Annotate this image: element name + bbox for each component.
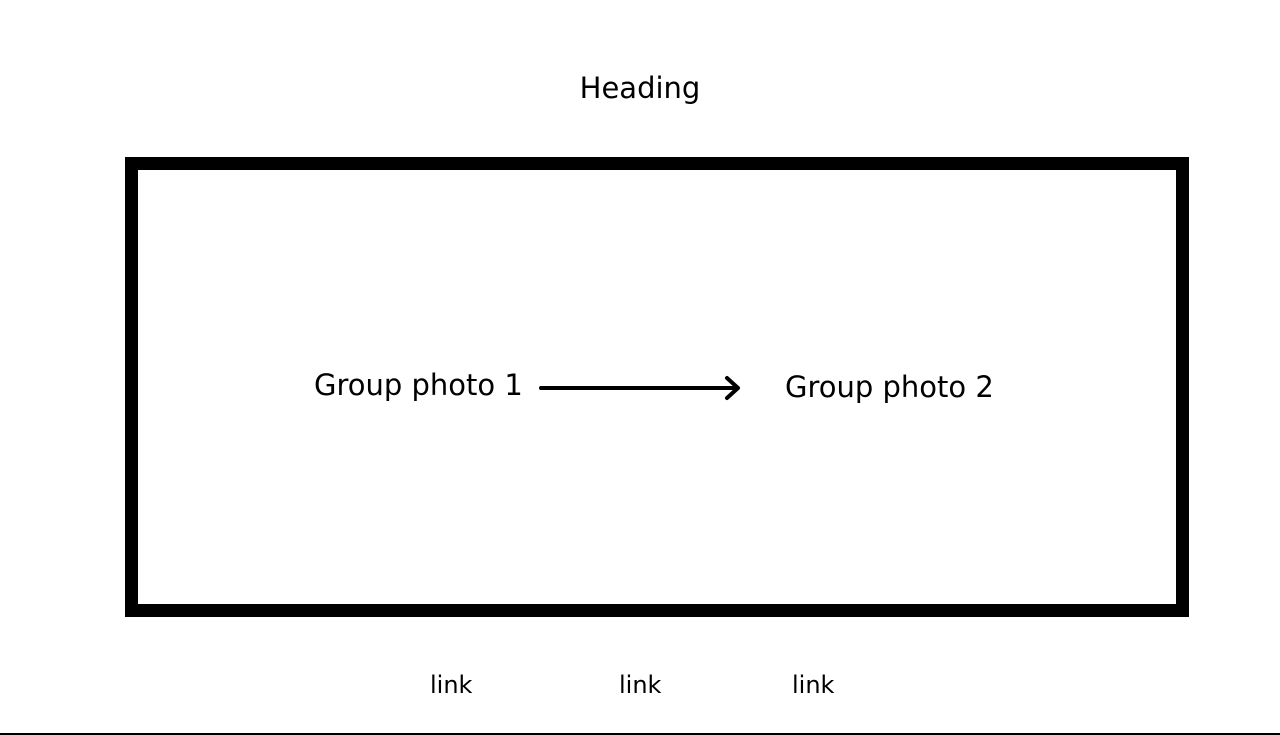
footer-links: link link link (0, 668, 1280, 702)
group-photo-1-label: Group photo 1 (314, 368, 523, 402)
footer-link-1[interactable]: link (430, 671, 473, 699)
group-photo-carousel: Group photo 1 Group photo 2 (125, 157, 1189, 617)
footer-link-2[interactable]: link (619, 671, 662, 699)
footer-link-3[interactable]: link (792, 671, 835, 699)
arrow-right-icon[interactable] (539, 375, 744, 401)
group-photo-2-label: Group photo 2 (785, 370, 994, 404)
bottom-divider (0, 733, 1280, 735)
page-heading: Heading (579, 71, 701, 105)
